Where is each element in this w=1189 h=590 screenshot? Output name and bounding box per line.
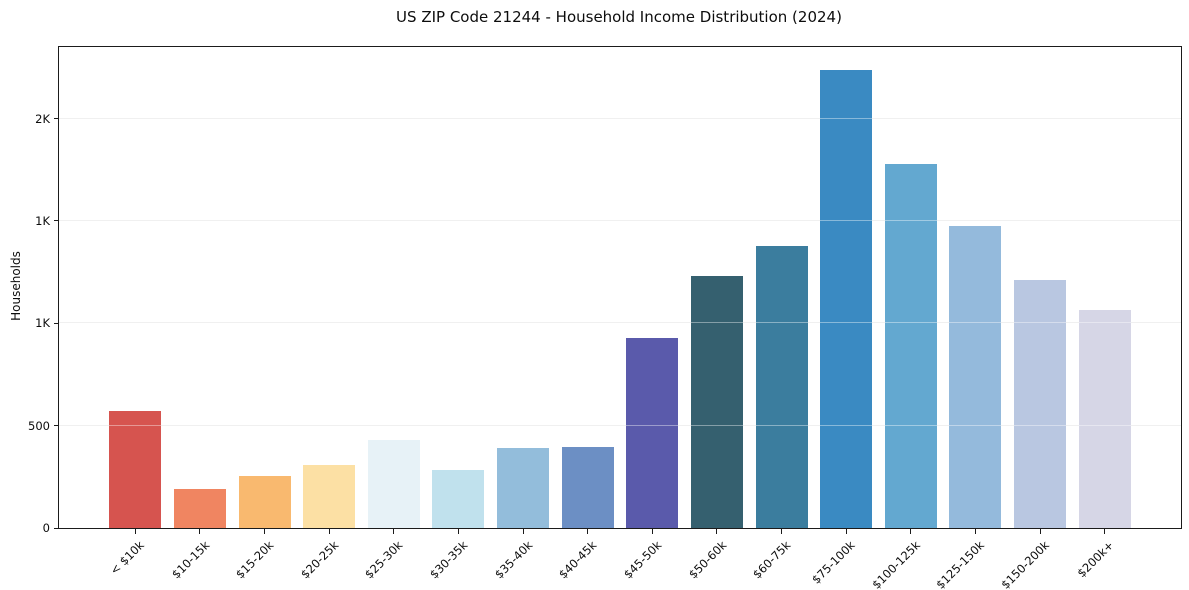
bar-slot [685, 47, 750, 528]
x-tick-mark [134, 529, 136, 534]
x-tick-mark [328, 529, 330, 534]
gridline-overlay [59, 322, 1181, 324]
x-tick-label: $150-200k [998, 538, 1052, 590]
x-tick-label: $25-30k [362, 538, 406, 582]
bar-10k [109, 411, 162, 528]
bar-60-75k [755, 246, 808, 528]
gridline [59, 424, 1181, 426]
bar-slot [879, 47, 944, 528]
x-tick-mark [1039, 529, 1041, 534]
bar-30-35k [432, 470, 485, 528]
bar-40-45k [561, 446, 614, 528]
bar-slot [814, 47, 879, 528]
x-tick-mark [716, 529, 718, 534]
y-tick-label: 1K [35, 316, 50, 331]
x-tick-mark [457, 529, 459, 534]
x-tick-label: $125-150k [933, 538, 988, 590]
x-tick-mark [522, 529, 524, 534]
bar-slot [555, 47, 620, 528]
x-tick-mark [1104, 529, 1106, 534]
y-tick-mark [54, 220, 59, 222]
y-tick-mark [54, 118, 59, 120]
x-tick-label: $50-60k [685, 538, 729, 582]
x-tick-label: $45-50k [620, 538, 665, 582]
gridline [59, 322, 1181, 324]
bar-45-50k [626, 338, 679, 528]
gridline-overlay [59, 424, 1181, 426]
x-tick-mark [393, 529, 395, 534]
x-tick-label: $40-45k [556, 538, 600, 582]
x-tick-mark [845, 529, 847, 534]
bar-75-100k [820, 69, 873, 528]
y-tick-mark [54, 322, 59, 324]
x-tick-mark [199, 529, 201, 534]
bar-slot [362, 47, 427, 528]
y-tick-label: 500 [28, 418, 50, 433]
y-tick-label: 2K [35, 111, 50, 126]
x-tick-label: $100-125k [868, 538, 923, 590]
bar-slot [297, 47, 362, 528]
bar-slot [749, 47, 814, 528]
x-tick-mark [651, 529, 653, 534]
x-tick-label: $30-35k [426, 538, 471, 582]
x-tick-label: $35-40k [491, 538, 535, 582]
x-tick-label: $75-100k [809, 538, 859, 587]
x-tick-mark [587, 529, 589, 534]
y-tick-label: 1K [35, 213, 50, 228]
x-tick-mark [910, 529, 912, 534]
bar-150-200k [1014, 280, 1067, 528]
x-tick-label: $200k+ [1074, 538, 1117, 581]
bar-200k [1078, 309, 1131, 528]
bar-slot [620, 47, 685, 528]
bar-20-25k [303, 464, 356, 528]
y-tick-label: 0 [42, 521, 50, 535]
bar-slot [103, 47, 168, 528]
gridline [59, 117, 1181, 119]
x-tick-label: < $10k [107, 538, 148, 578]
x-tick-label: $20-25k [297, 538, 342, 582]
bar-35-40k [497, 447, 550, 528]
bar-25-30k [367, 440, 420, 528]
y-tick-mark [54, 527, 59, 529]
x-tick-mark [264, 529, 266, 534]
bar-50-60k [690, 275, 743, 528]
plot-area: 0 500 1K 1K 2K < $10k $10-15k $15-20k $20-25k $2… [28, 46, 1182, 590]
bar-100-125k [884, 163, 937, 528]
x-tick-mark [781, 529, 783, 534]
chart-title: US ZIP Code 21244 - Household Income Dis… [396, 8, 842, 26]
x-tick-label: $60-75k [750, 538, 794, 582]
bar-slot [491, 47, 556, 528]
y-tick-mark [54, 425, 59, 427]
bar-slot [943, 47, 1008, 528]
bar-slot [1008, 47, 1073, 528]
x-tick-mark [974, 529, 976, 534]
x-tick-label: $10-15k [168, 538, 212, 582]
gridline-overlay [59, 117, 1181, 119]
bar-10-15k [173, 488, 226, 528]
y-axis-label: Households [9, 251, 23, 321]
bar-slot [426, 47, 491, 528]
gridline-overlay [59, 219, 1181, 221]
bar-slot [168, 47, 233, 528]
bar-15-20k [238, 476, 291, 528]
bars-container [103, 47, 1137, 528]
bar-125-150k [949, 226, 1002, 528]
bar-slot [1072, 47, 1137, 528]
gridline [59, 219, 1181, 221]
x-tick-label: $15-20k [233, 538, 277, 582]
bar-slot [232, 47, 297, 528]
